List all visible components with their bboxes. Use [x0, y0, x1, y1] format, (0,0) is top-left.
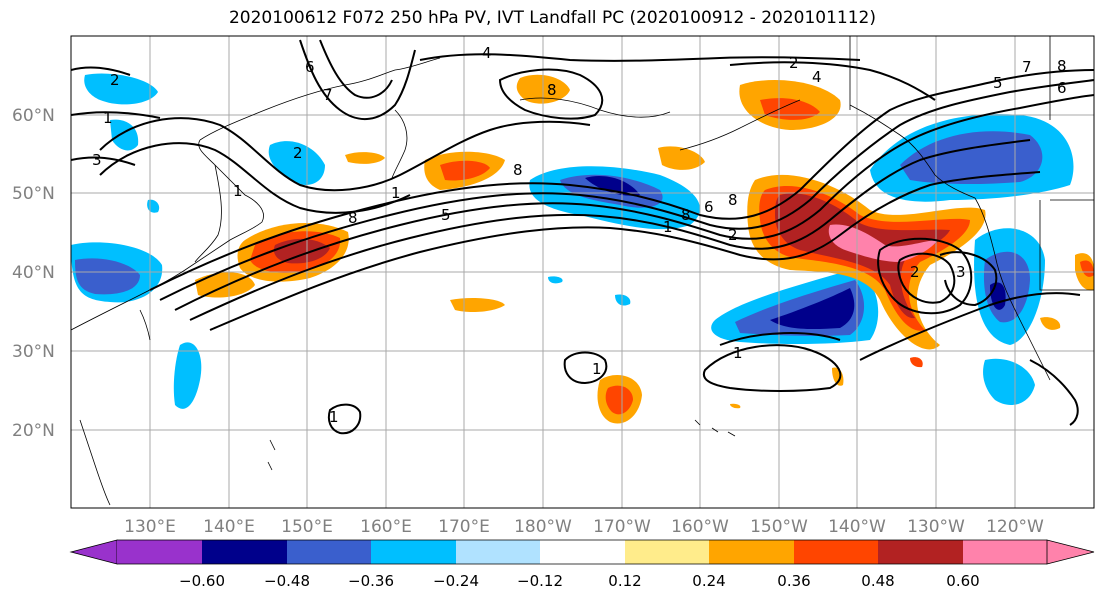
- colorbar-tick-label: −0.12: [517, 572, 563, 590]
- colorbar: −0.60 −0.48 −0.36 −0.24 −0.12 0.12 0.24 …: [69, 539, 1095, 590]
- contour-label: 4: [482, 44, 492, 62]
- colorbar-tick-label: −0.36: [348, 572, 394, 590]
- contour-label: 3: [956, 263, 966, 281]
- colorbar-extend-min: [69, 539, 118, 565]
- colorbar-bin: [794, 540, 878, 564]
- colorbar-bin: [202, 540, 287, 564]
- colorbar-bin: [709, 540, 794, 564]
- contour-label: 1: [103, 109, 113, 127]
- contour-label: 1: [733, 344, 743, 362]
- lon-label: 140°W: [828, 517, 886, 537]
- colorbar-tick-label: 0.12: [608, 572, 641, 590]
- lat-label: 50°N: [12, 184, 55, 204]
- colorbar-tick-label: 0.36: [777, 572, 810, 590]
- contour-label: 3: [92, 151, 102, 169]
- contour-label: 8: [547, 81, 557, 99]
- contour-label: 1: [592, 360, 602, 378]
- lon-label: 130°E: [124, 517, 176, 537]
- contour-label: 6: [704, 198, 714, 216]
- contour-label: 8: [513, 161, 523, 179]
- lon-label: 170°W: [593, 517, 651, 537]
- map-frame: [70, 35, 1095, 509]
- contour-label: 2: [728, 226, 738, 244]
- lon-label: 130°W: [907, 517, 965, 537]
- colorbar-extend-max: [1046, 539, 1095, 565]
- lon-label: 120°W: [986, 517, 1044, 537]
- contour-label: 2: [910, 263, 920, 281]
- colorbar-tick-label: −0.48: [264, 572, 310, 590]
- contour-label: 4: [812, 68, 822, 86]
- lat-label: 30°N: [12, 342, 55, 362]
- lat-label: 60°N: [12, 106, 55, 126]
- lon-label: 180°W: [514, 517, 572, 537]
- colorbar-bin: [371, 540, 456, 564]
- lon-label: 140°E: [203, 517, 255, 537]
- colorbar-tick-label: −0.24: [433, 572, 479, 590]
- contour-label: 1: [233, 182, 243, 200]
- contour-label: 2: [789, 54, 799, 72]
- contour-label: 7: [323, 86, 333, 104]
- colorbar-bin: [117, 540, 202, 564]
- lon-label: 160°W: [671, 517, 729, 537]
- colorbar-bin: [540, 540, 625, 564]
- lon-label: 170°E: [438, 517, 490, 537]
- map-title: 2020100612 F072 250 hPa PV, IVT Landfall…: [228, 8, 876, 28]
- positive-anomaly-shading: [195, 74, 1094, 424]
- contour-label: 5: [441, 206, 451, 224]
- lon-label: 150°E: [281, 517, 333, 537]
- colorbar-tick-label: −0.60: [179, 572, 225, 590]
- contour-label: 2: [110, 71, 120, 89]
- contour-label: 1: [329, 408, 339, 426]
- lat-label: 40°N: [12, 263, 55, 283]
- colorbar-bin: [287, 540, 371, 564]
- contour-label: 8: [681, 206, 691, 224]
- contour-label: 8: [348, 209, 358, 227]
- colorbar-tick-label: 0.24: [692, 572, 725, 590]
- pv-contours: [71, 39, 1094, 435]
- contour-label: 6: [1057, 79, 1067, 97]
- colorbar-bin: [878, 540, 963, 564]
- latitude-labels: 60°N 50°N 40°N 30°N 20°N: [12, 106, 55, 441]
- contour-label: 1: [391, 184, 401, 202]
- contour-label: 8: [1057, 57, 1067, 75]
- lon-label: 150°W: [750, 517, 808, 537]
- contour-label: 2: [293, 144, 303, 162]
- contour-label: 8: [728, 191, 738, 209]
- colorbar-tick-label: 0.48: [861, 572, 894, 590]
- negative-anomaly-shading: [71, 73, 1074, 409]
- contour-labels: 2 1 3 6 7 4 8 2 1 8 5 8 1 8 2 6 8 1 2 3 …: [92, 44, 1067, 426]
- colorbar-bin: [625, 540, 709, 564]
- contour-label: 5: [993, 74, 1003, 92]
- lat-label: 20°N: [12, 421, 55, 441]
- longitude-labels: 130°E 140°E 150°E 160°E 170°E 180°W 170°…: [124, 517, 1044, 537]
- contour-label: 7: [1022, 58, 1032, 76]
- colorbar-bin: [456, 540, 540, 564]
- contour-label: 6: [305, 58, 315, 76]
- contour-label: 1: [663, 218, 673, 236]
- colorbar-tick-label: 0.60: [946, 572, 979, 590]
- colorbar-bin: [963, 540, 1047, 564]
- lon-label: 160°E: [360, 517, 412, 537]
